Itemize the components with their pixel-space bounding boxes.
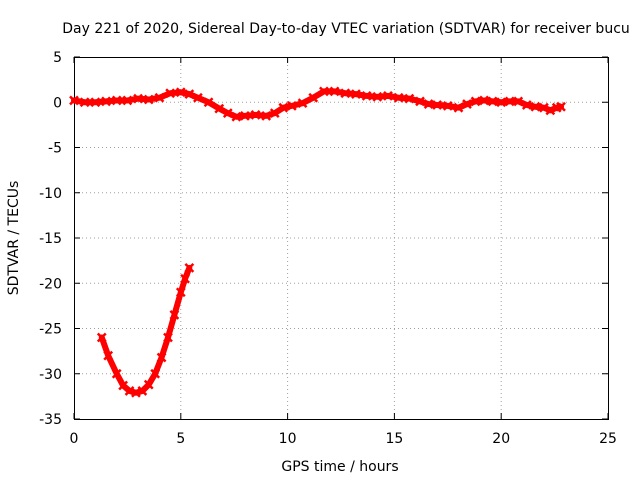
data-point [496, 97, 507, 108]
y-tick-label: 0 [53, 95, 62, 111]
y-tick-label: -25 [39, 322, 62, 338]
data-point [308, 92, 319, 103]
y-axis-title: SDTVAR / TECUs [6, 181, 22, 296]
data-point [319, 86, 329, 97]
data-point [504, 96, 515, 107]
data-point [423, 99, 434, 109]
data-point [122, 95, 133, 106]
data-point [286, 100, 297, 111]
axis-ticks: 0 5 10 15 20 25 5 0 -5 -10 -15 -20 -25 -30 -35 [39, 50, 617, 447]
data-point [393, 92, 404, 103]
data-point [530, 101, 541, 112]
data-series-layer [69, 86, 566, 398]
data-point [351, 89, 361, 99]
data-point [539, 102, 549, 113]
data-point [231, 111, 242, 122]
x-tick-label: 20 [492, 431, 510, 447]
x-tick-label: 25 [599, 431, 617, 447]
x-tick-label: 10 [279, 431, 297, 447]
data-point [404, 93, 415, 104]
data-point [432, 100, 443, 110]
chart-title: Day 221 of 2020, Sidereal Day-to-day VTE… [62, 21, 630, 37]
data-point [222, 108, 233, 118]
data-point [124, 386, 135, 396]
data-point [545, 105, 556, 116]
y-tick-label: -10 [39, 186, 62, 202]
data-point [69, 95, 79, 106]
data-point [269, 108, 280, 118]
data-point [261, 110, 272, 121]
data-point [184, 89, 195, 99]
data-point [175, 287, 186, 298]
data-point [340, 88, 351, 99]
data-point [180, 273, 190, 284]
data-point [361, 91, 372, 101]
data-point [521, 100, 532, 110]
data-point [111, 95, 122, 106]
data-point [156, 352, 167, 363]
y-tick-label: -30 [39, 367, 62, 383]
data-point [184, 262, 195, 273]
y-tick-label: -20 [39, 276, 62, 292]
data-point [96, 332, 107, 343]
data-point [214, 103, 225, 114]
data-point [278, 102, 289, 113]
data-point [250, 110, 261, 120]
data-point [90, 97, 101, 108]
data-point [479, 95, 489, 106]
data-point [470, 96, 481, 107]
data-point [169, 310, 180, 320]
data-point [513, 96, 524, 107]
data-point [143, 94, 154, 105]
x-tick-label: 0 [70, 431, 79, 447]
data-point [103, 350, 114, 361]
data-point [165, 88, 176, 99]
data-point [150, 368, 161, 379]
data-point [193, 92, 203, 103]
data-point [133, 93, 143, 104]
y-tick-label: -15 [39, 231, 62, 247]
data-point [143, 379, 154, 390]
y-tick-label: -5 [48, 141, 62, 157]
series-2 [96, 262, 195, 398]
x-tick-label: 5 [176, 431, 185, 447]
data-point [239, 110, 250, 121]
data-point [203, 97, 214, 108]
data-point [556, 101, 566, 112]
data-point [453, 102, 464, 113]
data-point [297, 98, 308, 109]
data-point [154, 92, 165, 103]
data-point [442, 100, 453, 111]
data-point [163, 332, 173, 343]
data-point [175, 87, 186, 98]
data-point [383, 91, 393, 101]
y-tick-label: -35 [39, 412, 62, 428]
data-point [462, 99, 472, 109]
data-point [79, 97, 90, 108]
series-1 [69, 86, 566, 122]
x-axis-title: GPS time / hours [281, 459, 398, 475]
data-point [131, 387, 141, 398]
data-point [372, 91, 383, 102]
x-tick-label: 15 [385, 431, 403, 447]
data-point [329, 86, 340, 97]
y-tick-label: 5 [53, 50, 62, 66]
series-trace [71, 88, 565, 120]
data-point [101, 96, 111, 107]
data-point [487, 96, 498, 107]
data-point [111, 368, 122, 379]
data-point [415, 96, 425, 107]
